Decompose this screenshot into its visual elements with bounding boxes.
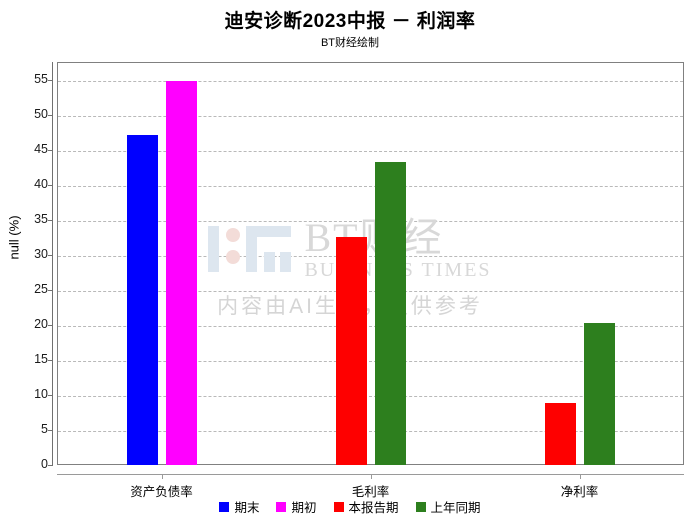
y-axis-ticks: 0 5 10 15 20 25 30 35 40 45 50 55 bbox=[0, 0, 53, 524]
x-tick-label: 毛利率 bbox=[351, 485, 390, 499]
gridline bbox=[58, 360, 683, 362]
legend-label: 本报告期 bbox=[348, 501, 399, 515]
y-tick-mark bbox=[48, 324, 53, 326]
legend-label: 上年同期 bbox=[430, 501, 481, 515]
x-tick-mark bbox=[161, 474, 163, 479]
y-tick-mark bbox=[48, 254, 53, 256]
legend-swatch-icon bbox=[276, 501, 287, 512]
legend-item[interactable]: 期末 bbox=[219, 497, 259, 516]
y-tick-label: 40 bbox=[34, 176, 48, 191]
gridline bbox=[58, 150, 683, 152]
legend-item[interactable]: 本报告期 bbox=[333, 497, 399, 516]
gridline bbox=[58, 255, 683, 257]
bar bbox=[544, 403, 576, 465]
y-tick-label: 55 bbox=[34, 71, 48, 86]
legend-swatch-icon bbox=[219, 501, 230, 512]
legend-item[interactable]: 期初 bbox=[276, 497, 317, 516]
bar bbox=[165, 80, 197, 465]
x-tick-mark bbox=[370, 474, 372, 479]
y-tick-label: 30 bbox=[34, 246, 48, 261]
y-tick-mark bbox=[48, 394, 53, 396]
y-tick-mark bbox=[48, 114, 53, 116]
x-tick-label: 资产负债率 bbox=[130, 485, 193, 499]
y-tick-label: 0 bbox=[41, 457, 48, 471]
gridline bbox=[58, 290, 683, 292]
y-tick-label: 25 bbox=[34, 281, 48, 296]
plot-area bbox=[57, 62, 684, 465]
bar bbox=[335, 237, 367, 465]
y-axis-line bbox=[52, 62, 53, 466]
y-tick-mark bbox=[48, 465, 53, 466]
legend: 期末 期初 本报告期 上年同期 bbox=[0, 497, 700, 516]
gridlines bbox=[58, 63, 683, 464]
y-tick-mark bbox=[48, 184, 53, 186]
y-axis-title: null (%) bbox=[6, 215, 22, 260]
legend-swatch-icon bbox=[333, 501, 344, 512]
gridline bbox=[58, 115, 683, 117]
bar bbox=[126, 134, 158, 465]
x-tick-label: 净利率 bbox=[560, 485, 599, 499]
y-tick-label: 45 bbox=[34, 141, 48, 156]
bar bbox=[374, 162, 406, 465]
legend-swatch-icon bbox=[415, 501, 426, 512]
y-tick-mark bbox=[48, 429, 53, 431]
y-tick-mark bbox=[48, 289, 53, 291]
legend-item[interactable]: 上年同期 bbox=[415, 497, 481, 516]
x-tick-mark bbox=[579, 474, 581, 479]
y-tick-label: 15 bbox=[34, 351, 48, 366]
chart-subtitle: BT财经绘制 bbox=[320, 37, 380, 49]
gridline bbox=[58, 80, 683, 82]
y-tick-label: 50 bbox=[34, 106, 48, 121]
legend-label: 期初 bbox=[291, 501, 317, 515]
y-tick-mark bbox=[48, 149, 53, 151]
bar bbox=[583, 322, 615, 465]
chart-title: 迪安诊断2023中报 － 利润率 bbox=[224, 11, 476, 32]
y-tick-label: 35 bbox=[34, 211, 48, 226]
y-tick-label: 20 bbox=[34, 316, 48, 331]
legend-label: 期末 bbox=[234, 501, 260, 515]
gridline bbox=[58, 430, 683, 432]
y-tick-mark bbox=[48, 79, 53, 81]
gridline bbox=[58, 220, 683, 222]
bars-container bbox=[57, 62, 684, 465]
y-tick-label: 5 bbox=[41, 421, 48, 436]
gridline bbox=[58, 325, 683, 327]
gridline bbox=[58, 395, 683, 397]
y-tick-label: 10 bbox=[34, 386, 48, 401]
y-tick-mark bbox=[48, 219, 53, 221]
gridline bbox=[58, 185, 683, 187]
y-tick-mark bbox=[48, 359, 53, 361]
